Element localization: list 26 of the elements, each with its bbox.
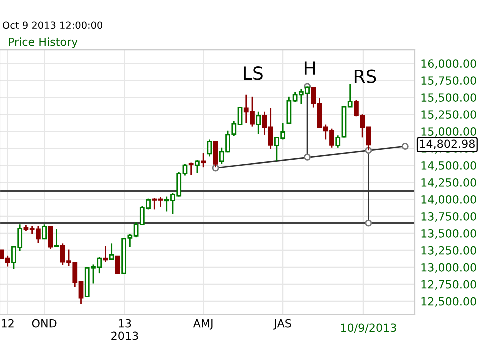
text: 14,802.98 — [420, 140, 475, 150]
x-tick-label: 13 2013 — [112, 319, 138, 340]
y-tick-label: 12,500.00 — [422, 297, 476, 307]
y-tick-label: 13,500.00 — [422, 229, 476, 239]
y-tick-label: 14,500.00 — [422, 162, 476, 172]
x-tick-label: JAS — [274, 319, 292, 330]
annotation: H — [304, 62, 316, 75]
y-tick-label: 15,250.00 — [422, 110, 476, 120]
y-tick-label: 14,250.00 — [422, 178, 476, 188]
y-tick-label: 15,500.00 — [422, 94, 476, 104]
annotation: LS — [244, 66, 263, 80]
chart-subtitle: Oct 9 2013 12:00:00 — [3, 22, 103, 30]
y-tick-label: 14,000.00 — [422, 195, 476, 206]
y-tick-label: 13,750.00 — [422, 212, 476, 222]
y-tick-label: 13,250.00 — [422, 246, 476, 256]
y-tick-label: 15,000.00 — [422, 128, 476, 138]
text: 10/9/2013 — [341, 324, 396, 333]
x-tick-label: AMJ — [193, 320, 213, 330]
x-tick-label: OND — [32, 319, 57, 328]
y-tick-label: 15,750.00 — [422, 76, 476, 86]
y-tick-label: 16,000.00 — [422, 60, 476, 70]
annotation: RS — [354, 70, 376, 84]
y-tick-label: 13,000.00 — [422, 263, 476, 273]
text: Price History — [9, 38, 78, 48]
x-tick-label: 12 — [2, 319, 14, 328]
y-tick-label: 12,750.00 — [422, 280, 476, 290]
